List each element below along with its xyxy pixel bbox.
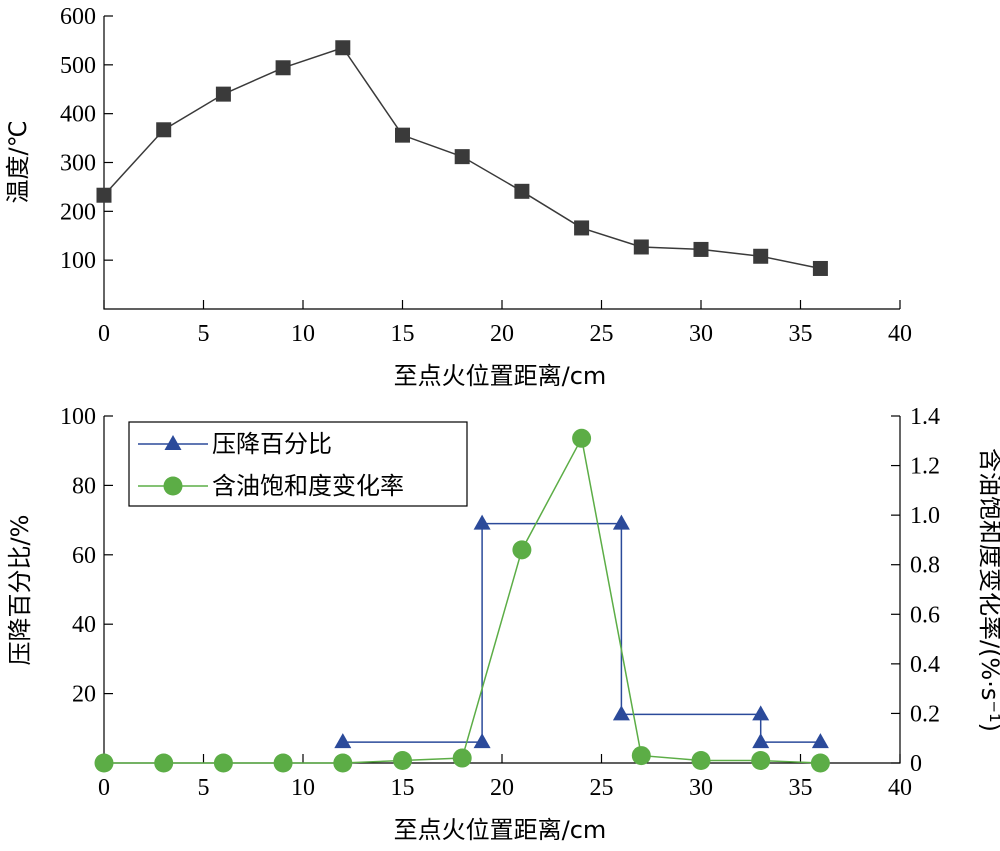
bottom-y2-tick-label: 1.4 — [910, 404, 940, 430]
bottom-y2-tick-label: 0.2 — [910, 701, 940, 727]
bottom-y2-axis-title: 含油饱和度变化率/(%·s⁻¹) — [976, 448, 1000, 732]
bottom-x-tick-label: 0 — [98, 775, 110, 801]
bottom-y2-tick-label: 0 — [910, 751, 922, 777]
temperature-point — [335, 40, 351, 56]
saturation-rate-point — [333, 753, 353, 773]
bottom-y2-tick-label: 0.4 — [910, 652, 940, 678]
temperature-point — [156, 122, 172, 138]
temperature-point — [96, 187, 112, 203]
top-y-tick-label: 400 — [60, 102, 96, 128]
temperature-point — [633, 239, 649, 255]
bottom-y-tick-label: 100 — [60, 404, 96, 430]
bottom-x-tick-label: 40 — [888, 775, 912, 801]
top-x-tick-label: 5 — [198, 321, 210, 347]
top-y-tick-label: 200 — [60, 199, 96, 225]
legend-circle-marker — [163, 476, 183, 496]
bottom-y2-tick-label: 1.0 — [910, 503, 940, 529]
bottom-y-tick-label: 40 — [72, 612, 96, 638]
bottom-x-tick-label: 30 — [689, 775, 713, 801]
legend-label-pressure-drop: 压降百分比 — [212, 430, 332, 458]
temperature-point — [514, 183, 530, 199]
temperature-point — [395, 127, 410, 143]
bottom-x-tick-label: 15 — [391, 775, 415, 801]
pressure-drop-point — [473, 733, 491, 749]
legend-box — [128, 421, 468, 507]
top-x-tick-label: 25 — [590, 321, 614, 347]
saturation-rate-point — [751, 751, 771, 771]
bottom-x-axis-title: 至点火位置距离/cm — [394, 816, 607, 844]
bottom-y2-tick-label: 0.8 — [910, 553, 940, 579]
top-x-tick-label: 35 — [789, 321, 813, 347]
pressure-drop-point — [752, 705, 770, 721]
top-y-tick-label: 300 — [60, 151, 96, 177]
legend-triangle-marker — [164, 435, 182, 450]
legend-label-saturation-rate: 含油饱和度变化率 — [212, 472, 404, 500]
top-x-tick-label: 15 — [391, 321, 415, 347]
bottom-y-tick-label: 80 — [72, 473, 96, 499]
pressure-drop-point — [612, 514, 630, 530]
pressure-drop-point — [752, 733, 770, 749]
pressure-drop-point — [473, 514, 491, 530]
pressure-drop-series-line — [342, 522, 821, 743]
saturation-rate-point — [94, 753, 114, 773]
saturation-rate-point — [512, 540, 532, 560]
bottom-y-tick-label: 20 — [72, 682, 96, 708]
saturation-rate-point — [631, 746, 651, 766]
top-x-tick-label: 20 — [490, 321, 514, 347]
saturation-rate-point — [810, 753, 830, 773]
bottom-x-tick-label: 25 — [590, 775, 614, 801]
pressure-saturation-chart: 0 5 10 15 20 25 30 35 40 20 40 60 80 100 0 0.2 0.4 0.6 0.8… — [6, 404, 1000, 844]
temperature-point — [812, 260, 828, 276]
temperature-point — [753, 248, 769, 264]
saturation-rate-point — [213, 753, 233, 773]
saturation-rate-point — [393, 751, 412, 771]
saturation-rate-point — [691, 751, 711, 771]
top-x-tick-label: 0 — [98, 321, 110, 347]
bottom-y-axis-title: 压降百分比/% — [6, 515, 34, 666]
temperature-point — [454, 149, 470, 165]
top-axes — [103, 16, 900, 310]
bottom-y2-tick-label: 1.2 — [910, 454, 940, 480]
bottom-y-tick-label: 60 — [72, 543, 96, 569]
top-x-tick-label: 30 — [689, 321, 713, 347]
top-x-tick-label: 40 — [888, 321, 912, 347]
bottom-x-tick-label: 20 — [490, 775, 514, 801]
top-x-tick-label: 10 — [291, 321, 315, 347]
pressure-drop-point — [811, 733, 829, 749]
saturation-rate-point — [273, 753, 293, 773]
top-y-axis-title: 温度/℃ — [4, 120, 32, 203]
temperature-point — [275, 60, 291, 76]
temperature-chart: 0 5 10 15 20 25 30 35 40 100 200 300 400 500 600 至点火位置距… — [4, 4, 912, 390]
top-y-tick-label: 600 — [60, 4, 96, 30]
saturation-rate-point — [452, 748, 472, 768]
top-y-tick-label: 500 — [60, 53, 96, 79]
bottom-y2-tick-label: 0.6 — [910, 602, 940, 628]
top-x-axis-title: 至点火位置距离/cm — [394, 362, 607, 390]
pressure-drop-point — [334, 733, 352, 749]
temperature-point — [574, 220, 590, 236]
bottom-x-tick-label: 35 — [789, 775, 813, 801]
temperature-point — [693, 241, 709, 257]
pressure-drop-point — [612, 705, 630, 721]
temperature-point — [215, 86, 231, 102]
bottom-x-tick-label: 5 — [198, 775, 210, 801]
bottom-x-tick-label: 10 — [291, 775, 315, 801]
saturation-rate-point — [154, 753, 174, 773]
top-y-tick-label: 100 — [60, 248, 96, 274]
saturation-rate-point — [572, 428, 592, 448]
